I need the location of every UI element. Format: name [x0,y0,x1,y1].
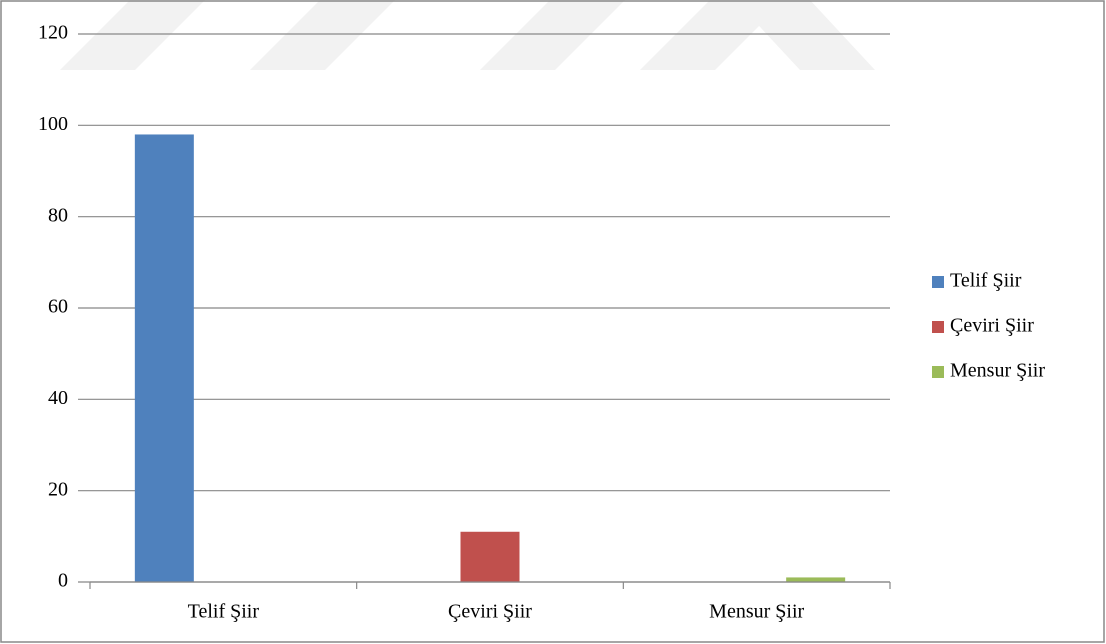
watermark-stripe [250,0,395,70]
x-tick-label: Çeviri Şiir [448,601,532,623]
watermark-stripe [60,0,205,70]
watermark-stripe [640,0,785,70]
legend-swatch [932,276,944,288]
bar [460,531,520,582]
legend-label: Çeviri Şiir [950,315,1034,337]
legend-label: Telif Şiir [950,270,1022,292]
x-tick-label: Mensur Şiir [709,601,804,623]
legend-label: Mensur Şiir [950,360,1045,382]
y-tick-label: 120 [38,22,68,44]
y-tick-label: 40 [48,387,68,409]
y-tick-label: 80 [48,204,68,226]
y-tick-label: 100 [38,113,68,135]
watermark-stripe [480,0,625,70]
bar [134,134,194,582]
bar [786,577,846,582]
watermark-stripe [735,0,875,70]
y-tick-label: 60 [48,296,68,318]
legend-swatch [932,321,944,333]
watermark [60,0,875,70]
legend-swatch [932,366,944,378]
y-tick-label: 0 [58,570,68,592]
y-tick-label: 20 [48,478,68,500]
x-tick-label: Telif Şiir [188,601,260,623]
